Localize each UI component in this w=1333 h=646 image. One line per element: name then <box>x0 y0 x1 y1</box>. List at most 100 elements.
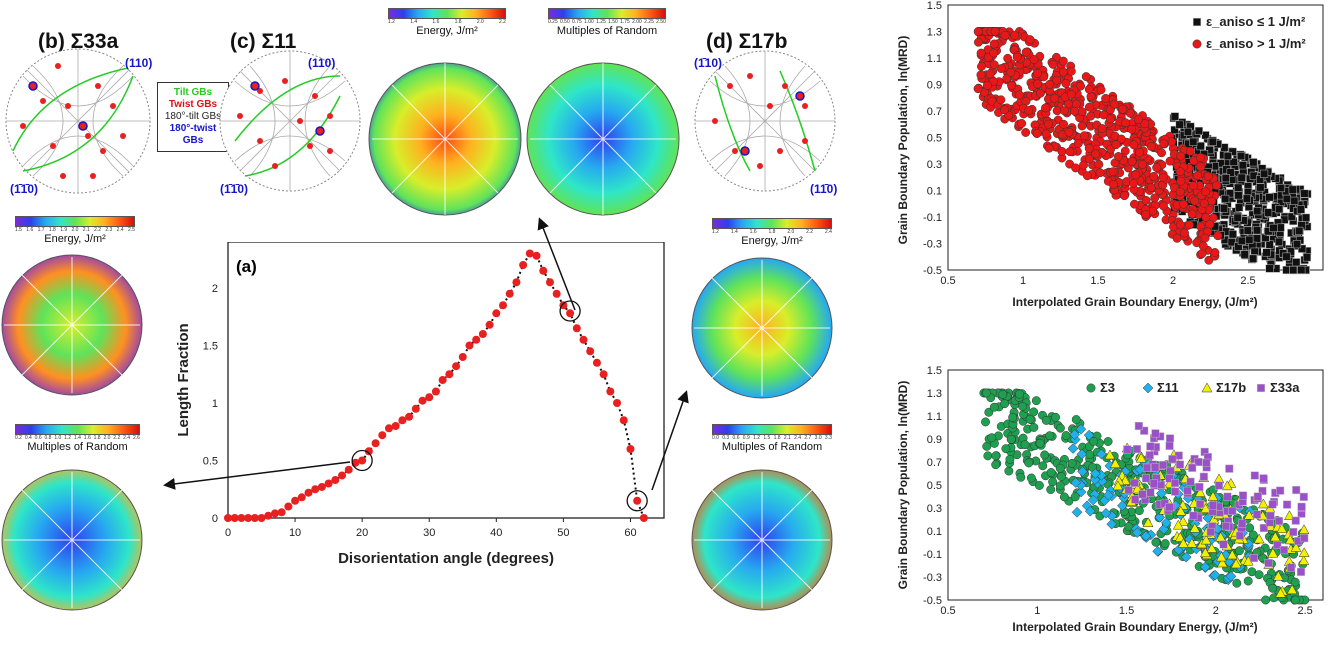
rb-point <box>1103 437 1113 446</box>
rb-point <box>1291 516 1300 525</box>
rt-point <box>1025 35 1035 45</box>
colorbar-tick: 3.3 <box>824 435 832 441</box>
rb-xtick-label: 1.5 <box>1119 605 1134 617</box>
colorbar-ticks: 0.25 0.50 0.75 1.00 1.25 1.50 1.75 2.00 2.25 2.50 <box>548 19 666 25</box>
rt-point <box>1235 203 1244 212</box>
rt-point <box>1003 53 1013 63</box>
rt-point <box>1295 226 1304 235</box>
chart-a-ylabel: Length Fraction <box>175 323 192 436</box>
rb-point <box>1223 492 1232 501</box>
chart-a-point <box>445 370 454 379</box>
chart-a-ytick-label: 0.5 <box>203 456 218 468</box>
colorbar-tick: 1.6 <box>83 435 91 441</box>
colorbar-tick: 1.5 <box>763 435 771 441</box>
rt-point <box>1184 220 1194 230</box>
rb-point <box>1138 490 1147 499</box>
rb-point <box>1026 473 1036 483</box>
rt-point <box>1264 208 1273 217</box>
rt-point <box>1050 93 1060 103</box>
rb-point <box>1253 492 1262 501</box>
rt-point <box>1036 88 1045 98</box>
rb-legend-label: Σ33a <box>1270 380 1300 395</box>
rb-point <box>1300 534 1309 543</box>
rt-point <box>1114 152 1123 161</box>
rt-point <box>1150 193 1160 203</box>
rt-point <box>1032 68 1042 78</box>
arrow-to-d <box>651 390 689 491</box>
rt-xtick-label: 0.5 <box>940 275 955 287</box>
rt-legend-marker <box>1192 39 1202 49</box>
colorbar-label: Multiples of Random <box>27 441 128 453</box>
chart-a-point <box>418 396 427 405</box>
rt-point <box>1213 231 1223 241</box>
rt-point <box>1175 220 1185 230</box>
rt-point <box>1033 79 1043 89</box>
rt-point <box>1175 120 1184 129</box>
colorbar-ticks: 1.2 1.4 1.6 1.8 2.0 2.2 <box>388 19 506 25</box>
colorbar-tick: 2.50 <box>656 19 666 25</box>
rt-point <box>1041 103 1050 113</box>
rb-point <box>1056 472 1066 481</box>
rt-point <box>1200 233 1210 243</box>
rt-point <box>1252 234 1261 243</box>
rb-point <box>1123 445 1132 454</box>
rb-point <box>1290 577 1300 587</box>
rt-point <box>1287 212 1296 221</box>
rt-point <box>1081 72 1091 82</box>
colorbar-ticks: 0.2 0.4 0.6 0.8 1.0 1.2 1.4 1.6 1.8 2.0 2.2 2.4 2.6 <box>15 435 140 441</box>
rb-point <box>1175 505 1187 516</box>
rt-point <box>996 95 1006 105</box>
chart-a-xtick-label: 60 <box>624 527 636 539</box>
rb-point <box>1292 485 1301 495</box>
rb-ytick-label: -0.5 <box>923 595 942 607</box>
colorbar-tick: 0.3 <box>722 435 730 441</box>
colorbar-label: Energy, J/m² <box>416 25 478 37</box>
rt-point <box>1079 131 1089 141</box>
rt-ytick-label: 1.1 <box>927 53 942 65</box>
rb-xtick-label: 0.5 <box>940 605 955 617</box>
arrow-to-b <box>163 461 351 490</box>
rt-point <box>973 27 983 36</box>
rb-point <box>1298 547 1310 557</box>
rb-point <box>1041 415 1051 425</box>
colorbar-tick: 1.8 <box>773 435 781 441</box>
rb-point <box>1175 460 1185 469</box>
rt-point <box>1249 254 1258 263</box>
rb-point <box>1259 523 1268 533</box>
chart-a-point <box>297 493 306 502</box>
rb-point <box>1259 474 1268 483</box>
rt-ytick-label: 0.7 <box>927 106 942 118</box>
rt-point <box>985 69 995 79</box>
chart-a-point <box>458 353 467 361</box>
chart-a-point <box>425 393 434 402</box>
rb-point <box>1165 503 1174 512</box>
rb-point <box>1156 488 1167 499</box>
rt-point <box>1084 154 1094 164</box>
rt-point <box>1289 265 1298 275</box>
rt-point <box>1095 168 1105 178</box>
pole-label-b-b: (1̄1̄0) <box>10 182 39 196</box>
chart-a-point <box>431 387 440 396</box>
rt-point <box>1227 238 1236 247</box>
chart-a-point <box>338 471 347 480</box>
rb-point <box>1219 540 1228 549</box>
rb-point <box>991 451 1001 461</box>
rt-point <box>1165 156 1175 166</box>
rb-point <box>1103 489 1114 501</box>
chart-a-xtick-label: 50 <box>557 527 569 539</box>
heatmap-b-energy <box>1 254 143 396</box>
rt-point <box>982 80 992 90</box>
heatmap-c-energy <box>368 62 522 216</box>
rt-ytick-label: -0.5 <box>923 265 942 277</box>
rt-point <box>1131 170 1141 180</box>
pole-label-d-a: (1̄10) <box>694 56 723 70</box>
chart-a-point <box>358 456 367 465</box>
rb-point <box>1243 509 1255 520</box>
colorbar-tick: 1.75 <box>620 19 630 25</box>
chart-rb-ylabel: Grain Boundary Population, ln(MRD) <box>896 381 910 590</box>
rt-point <box>1138 160 1148 169</box>
rb-point <box>1216 557 1228 568</box>
rb-legend-label: Σ3 <box>1100 380 1115 395</box>
rt-point <box>1196 162 1206 172</box>
colorbar-tick: 0.6 <box>732 435 740 441</box>
